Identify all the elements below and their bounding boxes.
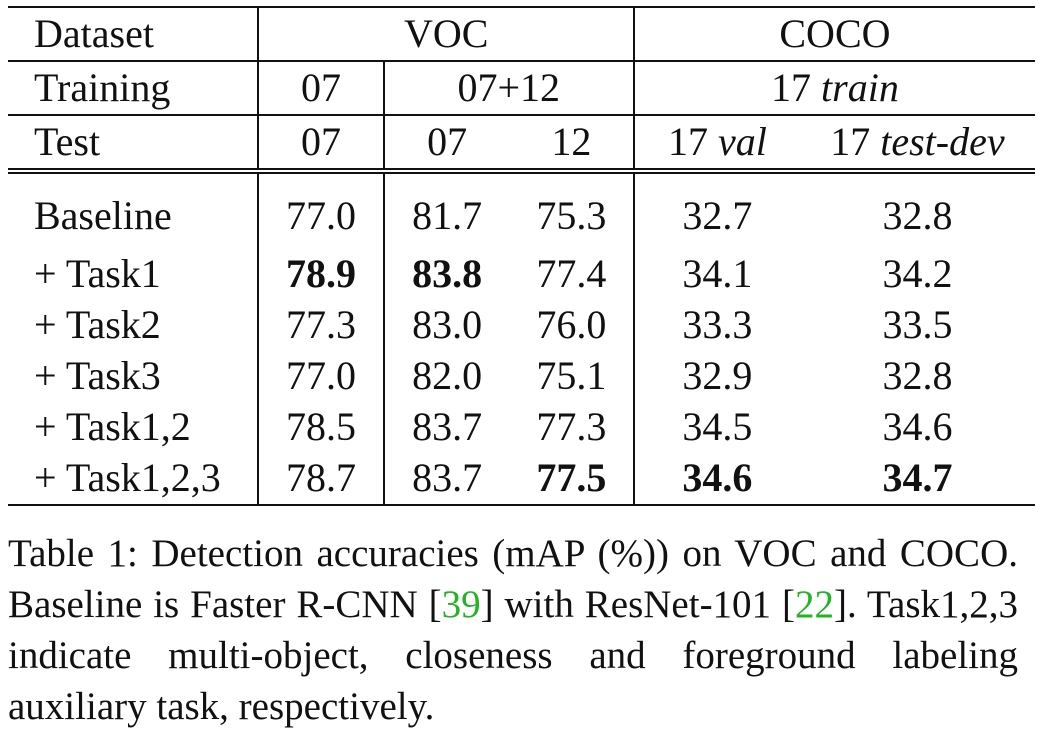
cell-value: 77.3 — [258, 299, 385, 350]
header-row-training: Training 07 07+12 17 train — [8, 61, 1035, 116]
header-test-c4: 17 val — [633, 115, 800, 174]
cell-value: 77.4 — [509, 248, 635, 299]
header-coco: COCO — [633, 6, 1035, 62]
header-training-coco-num: 17 — [771, 65, 812, 110]
table-row: Baseline 77.0 81.7 75.3 32.7 32.8 — [8, 171, 1035, 248]
header-training-coco-split: train — [821, 65, 899, 110]
citation-link-22[interactable]: 22 — [794, 583, 834, 626]
cell-value: 77.0 — [258, 171, 385, 248]
row-label: + Task1,2,3 — [8, 452, 260, 506]
table-row: + Task3 77.0 82.0 75.1 32.9 32.8 — [8, 350, 1035, 401]
header-test-c4-split: val — [717, 119, 767, 164]
table-caption: Table 1: Detection accuracies (mAP (%)) … — [8, 528, 1018, 732]
cell-value: 34.6 — [882, 403, 953, 449]
cell-value: 81.7 — [412, 193, 483, 238]
caption-text-2: ] with ResNet-101 [ — [480, 583, 795, 626]
cell-value: 32.8 — [882, 352, 953, 398]
cell-value: 78.7 — [258, 452, 385, 506]
cell-value: 34.2 — [882, 250, 953, 296]
cell-value: 78.5 — [258, 401, 385, 452]
cell-value: 77.3 — [509, 401, 635, 452]
caption-text-1: Table 1: Detection accuracies (mAP (%)) … — [8, 532, 1018, 626]
row-label: + Task1,2 — [8, 401, 260, 452]
header-test-c1: 07 — [258, 115, 385, 174]
cell-value: 34.1 — [682, 250, 753, 296]
row-label: + Task2 — [8, 299, 260, 350]
cell-value: 77.0 — [258, 350, 385, 401]
row-label: Baseline — [8, 171, 260, 248]
cell-value: 32.8 — [882, 193, 953, 238]
header-test-label: Test — [8, 115, 260, 174]
header-row-dataset: Dataset VOC COCO — [8, 6, 1035, 62]
header-row-test: Test 07 07 12 17 val 17 test-dev — [8, 115, 1035, 174]
header-test-c5: 17 test-dev — [799, 115, 1035, 174]
cell-value: 32.9 — [682, 352, 753, 398]
citation-link-39[interactable]: 39 — [441, 583, 481, 626]
caption-text-3: ]. Task1,2,3 indicate multi-object, clos… — [8, 583, 1019, 728]
header-test-c5-split: test-dev — [880, 119, 1005, 164]
cell-value: 33.3 — [682, 301, 753, 347]
cell-value: 32.7 — [682, 193, 753, 238]
header-training-label: Training — [8, 61, 260, 116]
header-training-voc07: 07 — [258, 61, 385, 116]
cell-value: 83.7 — [383, 452, 510, 506]
table-row: + Task2 77.3 83.0 76.0 33.3 33.5 — [8, 299, 1035, 350]
header-voc: VOC — [258, 6, 635, 62]
header-test-c2: 07 — [383, 115, 510, 174]
cell-value: 83.0 — [412, 301, 483, 347]
row-label: + Task1 — [8, 248, 260, 299]
cell-value: 76.0 — [509, 299, 635, 350]
results-table-container: Dataset VOC COCO Training 07 07+12 17 tr… — [8, 6, 1035, 506]
cell-value-best: 34.6 — [633, 452, 800, 506]
cell-value: 83.7 — [412, 403, 483, 449]
table-row: + Task1,2 78.5 83.7 77.3 34.5 34.6 — [8, 401, 1035, 452]
header-training-coco: 17 train — [633, 61, 1035, 116]
cell-value: 34.5 — [682, 403, 753, 449]
row-label: + Task3 — [8, 350, 260, 401]
cell-value-best: 83.8 — [412, 250, 483, 296]
cell-value: 82.0 — [412, 352, 483, 398]
cell-value-best: 77.5 — [509, 452, 635, 506]
header-training-voc0712: 07+12 — [383, 61, 635, 116]
cell-value-best: 34.7 — [799, 452, 1035, 506]
header-dataset-label: Dataset — [8, 6, 260, 62]
header-test-c4-num: 17 — [667, 119, 708, 164]
cell-value: 33.5 — [882, 301, 953, 347]
table-row: + Task1,2,3 78.7 83.7 77.5 34.6 34.7 — [8, 452, 1035, 506]
cell-value-best: 78.9 — [258, 248, 385, 299]
header-test-c3: 12 — [509, 115, 635, 174]
header-test-c5-num: 17 — [830, 119, 871, 164]
cell-value: 75.3 — [509, 171, 635, 248]
results-table: Dataset VOC COCO Training 07 07+12 17 tr… — [8, 6, 1035, 506]
cell-value: 75.1 — [509, 350, 635, 401]
table-row: + Task1 78.9 83.8 77.4 34.1 34.2 — [8, 248, 1035, 299]
